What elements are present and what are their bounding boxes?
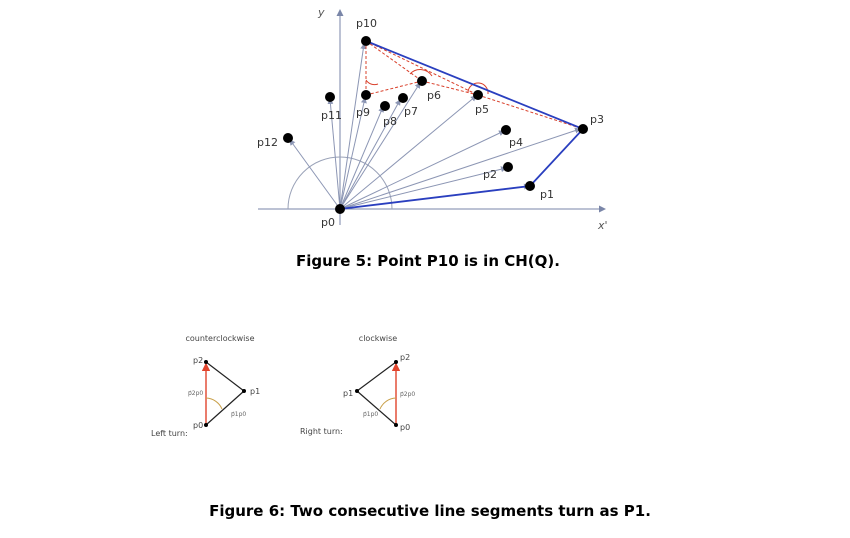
left-point-p0	[204, 423, 208, 427]
left-vector-p1p0: p⃗1p0	[231, 411, 246, 418]
left-label-p2: p2	[193, 356, 203, 365]
left-vector-p2p0: p⃗2p0	[188, 390, 203, 397]
x-axis-label: x'	[597, 219, 608, 232]
point-labels: p0 p1 p2 p3 p4 p5 p6 p7 p8 p9 p10 p11 p1…	[257, 17, 604, 229]
point-p7	[398, 93, 408, 103]
point-p11	[325, 92, 335, 102]
label-p10: p10	[356, 17, 377, 30]
figure-5: y x'	[257, 6, 608, 270]
point-p6	[417, 76, 427, 86]
label-p2: p2	[483, 168, 497, 181]
right-vector-p1p0: p⃗1p0	[363, 411, 378, 418]
left-point-p2	[204, 360, 208, 364]
label-p1: p1	[540, 188, 554, 201]
figure-6-caption: Figure 6: Two consecutive line segments …	[209, 502, 651, 520]
figure-5-caption: Figure 5: Point P10 is in CH(Q).	[296, 252, 560, 270]
point-p12	[283, 133, 293, 143]
left-turn-label: Left turn:	[151, 429, 188, 438]
point-p5	[473, 90, 483, 100]
label-p3: p3	[590, 113, 604, 126]
right-vector-p2p0: p⃗2p0	[400, 391, 415, 398]
point-p4	[501, 125, 511, 135]
label-p5: p5	[475, 103, 489, 116]
dashed-triangle	[365, 40, 584, 130]
left-label-p1: p1	[250, 387, 260, 396]
convex-hull	[339, 40, 585, 210]
label-p9: p9	[356, 106, 370, 119]
points	[283, 36, 588, 214]
right-turn-diagram: clockwise p2 p1 p0 p⃗2p0 p⃗1p0 Right tur…	[300, 334, 415, 436]
point-p1	[525, 181, 535, 191]
label-p6: p6	[427, 89, 441, 102]
y-axis-label: y	[317, 6, 325, 19]
point-p9	[361, 90, 371, 100]
left-point-p1	[242, 389, 246, 393]
right-point-p2	[394, 360, 398, 364]
rays	[289, 43, 581, 210]
label-p12: p12	[257, 136, 278, 149]
right-point-p0	[394, 423, 398, 427]
right-label-p0: p0	[400, 423, 410, 432]
right-point-p1	[355, 389, 359, 393]
label-p7: p7	[404, 105, 418, 118]
left-title: counterclockwise	[185, 334, 254, 343]
point-p8	[380, 101, 390, 111]
left-label-p0: p0	[193, 421, 203, 430]
right-label-p1: p1	[343, 389, 353, 398]
right-title: clockwise	[359, 334, 397, 343]
point-p0	[335, 204, 345, 214]
label-p11: p11	[321, 109, 342, 122]
label-p0: p0	[321, 216, 335, 229]
left-turn-diagram: counterclockwise p2 p1 p0 p⃗2p0 p⃗1p0 Le…	[151, 334, 260, 438]
right-label-p2: p2	[400, 353, 410, 362]
point-p10	[361, 36, 371, 46]
figure-6: counterclockwise p2 p1 p0 p⃗2p0 p⃗1p0 Le…	[151, 334, 651, 520]
label-p8: p8	[383, 115, 397, 128]
label-p4: p4	[509, 136, 523, 149]
point-p3	[578, 124, 588, 134]
right-turn-label: Right turn:	[300, 427, 343, 436]
point-p2	[503, 162, 513, 172]
